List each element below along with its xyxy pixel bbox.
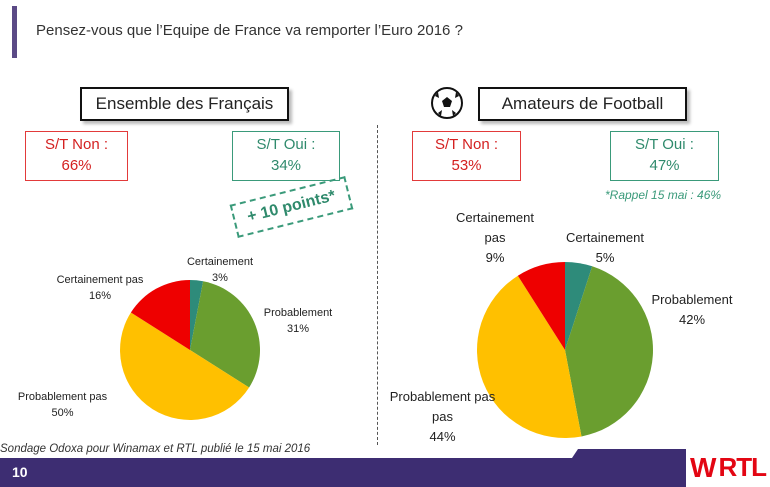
- left-label-certainement: Certainement 3%: [186, 256, 254, 284]
- soccer-ball-icon: [430, 86, 464, 120]
- left-non-box: S/T Non : 66%: [25, 131, 128, 181]
- pie-slice-certainement-pas: [517, 262, 565, 350]
- right-oui-box: S/T Oui : 47%: [610, 131, 719, 181]
- pie-slice-probablement: [565, 266, 654, 437]
- pie-slice-certainement: [565, 262, 593, 350]
- right-pie: [476, 262, 654, 439]
- pie-slice-probablement-pas: [120, 312, 250, 420]
- left-oui-box: S/T Oui : 34%: [232, 131, 340, 181]
- winamax-logo: W: [690, 451, 717, 483]
- accent-bar: [12, 6, 17, 58]
- left-label-certainement-pas: Certainement pas 16%: [56, 274, 144, 302]
- oui-value: 47%: [649, 157, 680, 174]
- footer-bar: [0, 458, 770, 487]
- oui-label: S/T Oui :: [635, 136, 694, 153]
- oui-value: 34%: [270, 157, 302, 174]
- non-value: 53%: [451, 157, 482, 174]
- non-label: S/T Non :: [44, 136, 109, 153]
- pie-slice-certainement: [190, 280, 204, 350]
- page-title: Pensez-vous que l’Equipe de France va re…: [36, 22, 463, 39]
- page-number: 10: [12, 464, 28, 480]
- right-label-certainement: Certainement 5%: [565, 230, 645, 265]
- rtl-logo: RTL: [718, 452, 767, 482]
- left-label-probablement: Probablement 31%: [263, 307, 333, 335]
- right-non-box: S/T Non : 53%: [412, 131, 521, 181]
- source-note: Sondage Odoxa pour Winamax et RTL publié…: [0, 443, 311, 455]
- pie-slice-probablement: [190, 281, 260, 388]
- non-value: 66%: [61, 157, 92, 174]
- non-label: S/T Non :: [434, 136, 499, 153]
- left-title: Ensemble des Français: [80, 87, 289, 121]
- left-label-probablement-pas: Probablement pas 50%: [17, 391, 108, 419]
- left-pie: [120, 280, 260, 420]
- pie-slice-certainement-pas: [130, 280, 190, 350]
- pie-slice-probablement-pas: [476, 275, 582, 439]
- rappel-note: *Rappel 15 mai : 46%: [605, 188, 722, 202]
- right-label-probablement-pas: Probablement pas pas 44%: [389, 389, 496, 444]
- oui-label: S/T Oui :: [256, 136, 316, 153]
- partner-logos: W RTL: [686, 448, 770, 487]
- right-title: Amateurs de Football: [478, 87, 687, 121]
- right-label-certainement-pas: Certainement pas 9%: [455, 210, 535, 265]
- divider: [377, 125, 378, 445]
- right-label-probablement: Probablement 42%: [651, 292, 733, 327]
